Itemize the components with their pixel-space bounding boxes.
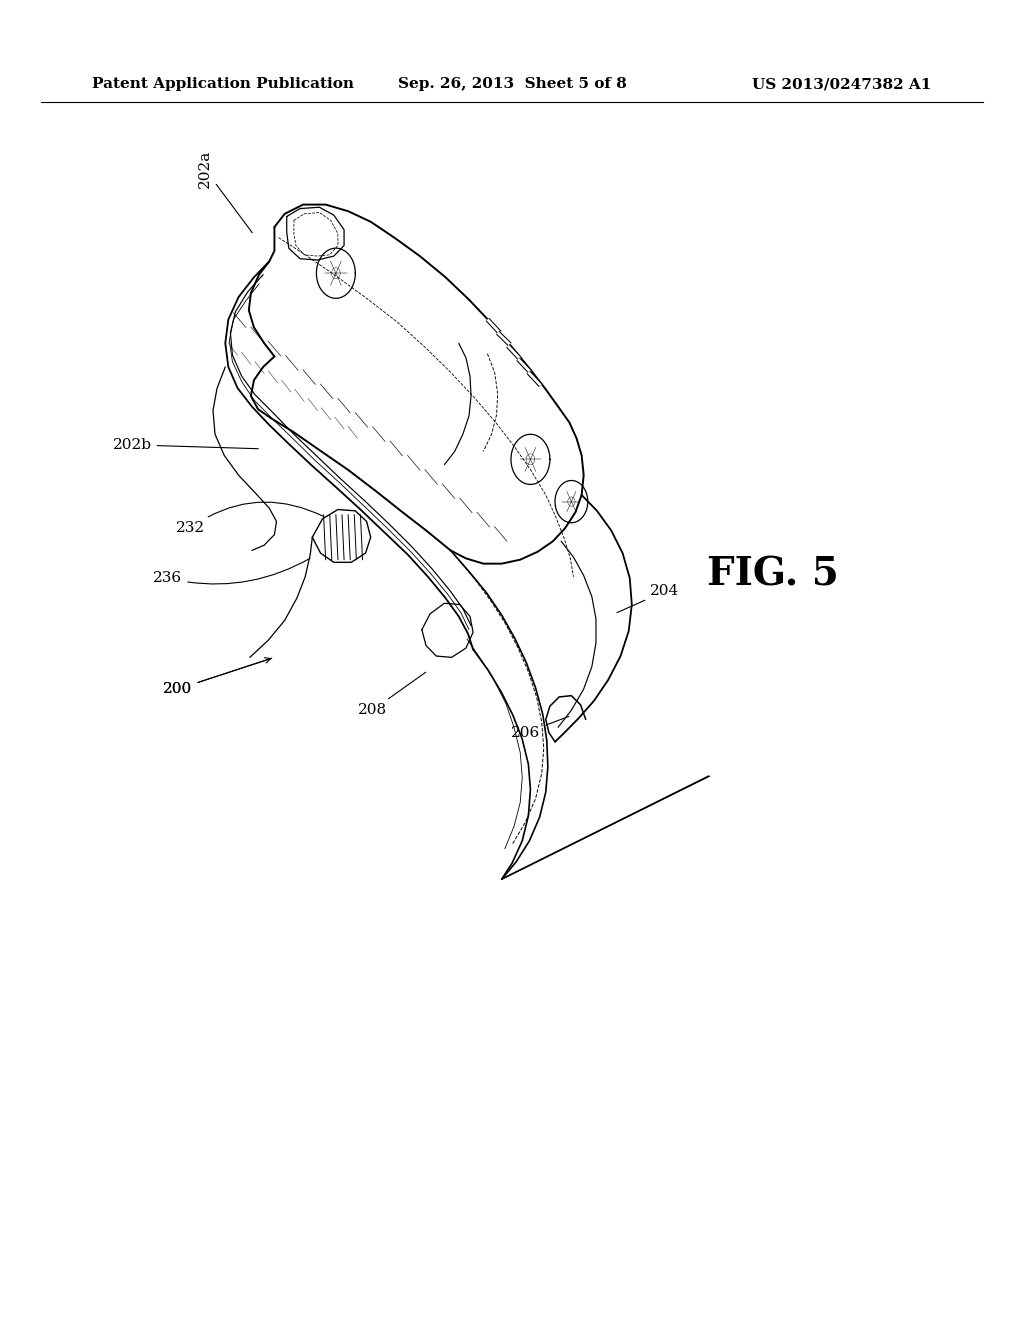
Text: 236: 236 — [154, 558, 310, 585]
Text: 206: 206 — [511, 717, 568, 739]
Text: 208: 208 — [358, 672, 426, 717]
Text: 202a: 202a — [198, 150, 252, 232]
Text: Sep. 26, 2013  Sheet 5 of 8: Sep. 26, 2013 Sheet 5 of 8 — [397, 78, 627, 91]
Text: 200: 200 — [163, 657, 270, 696]
Text: 232: 232 — [176, 502, 324, 535]
Text: US 2013/0247382 A1: US 2013/0247382 A1 — [753, 78, 932, 91]
Text: 200: 200 — [163, 659, 271, 696]
Text: 204: 204 — [616, 585, 680, 612]
Text: 202b: 202b — [113, 438, 258, 451]
Text: Patent Application Publication: Patent Application Publication — [92, 78, 354, 91]
Text: FIG. 5: FIG. 5 — [708, 556, 839, 593]
